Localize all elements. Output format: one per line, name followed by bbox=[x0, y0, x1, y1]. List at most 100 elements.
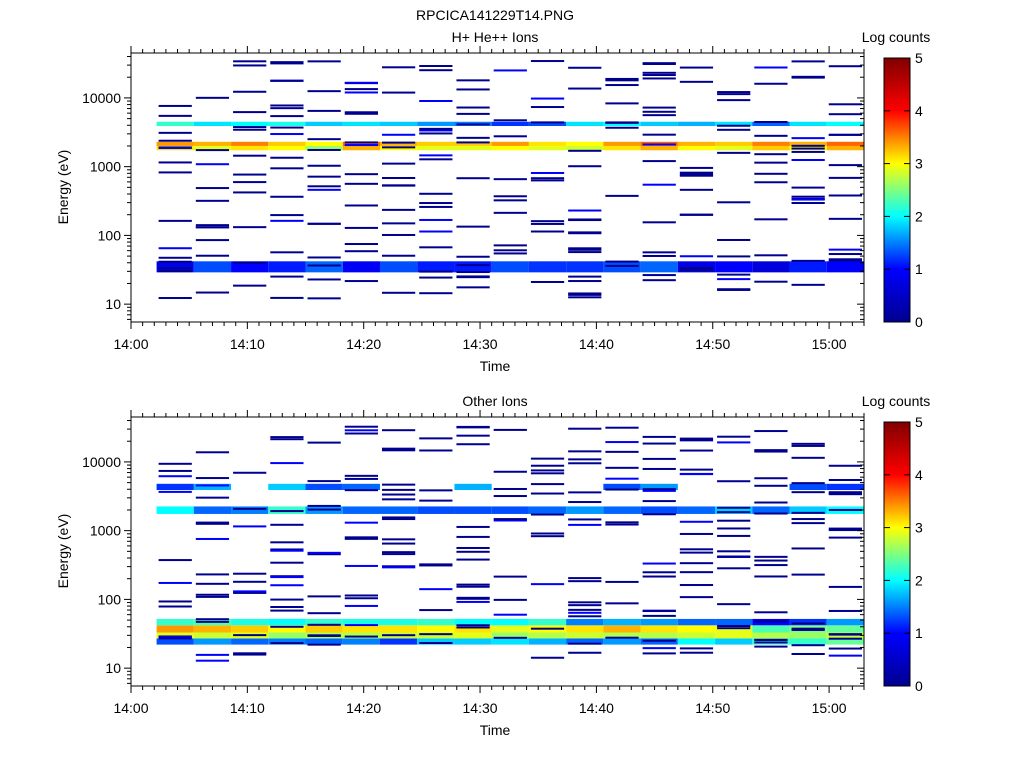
heatmap-cell bbox=[566, 506, 604, 514]
heatmap-speckle bbox=[754, 82, 788, 85]
heatmap-cell bbox=[305, 618, 343, 626]
heatmap-cell bbox=[789, 121, 827, 127]
heatmap-speckle bbox=[828, 609, 862, 612]
heatmap-cell bbox=[528, 506, 567, 514]
heatmap-cell bbox=[156, 506, 194, 514]
heatmap-speckle bbox=[642, 110, 676, 113]
heatmap-speckle bbox=[605, 523, 639, 526]
heatmap-speckle bbox=[754, 564, 788, 567]
heatmap-speckle bbox=[456, 271, 490, 274]
heatmap-speckle bbox=[568, 248, 602, 251]
heatmap-cell bbox=[268, 121, 306, 127]
heatmap-cell bbox=[417, 141, 455, 146]
heatmap-cell bbox=[677, 632, 716, 639]
heatmap-speckle bbox=[568, 87, 602, 90]
heatmap-cell bbox=[677, 506, 716, 514]
colorbar-tick-label: 5 bbox=[915, 414, 923, 430]
heatmap-speckle bbox=[828, 133, 862, 136]
heatmap-speckle bbox=[233, 580, 267, 583]
heatmap-speckle bbox=[568, 149, 602, 152]
heatmap-speckle bbox=[679, 548, 714, 551]
heatmap-speckle bbox=[568, 608, 602, 611]
heatmap-cell bbox=[454, 638, 492, 645]
x-tick-label: 14:40 bbox=[579, 700, 614, 716]
heatmap-speckle bbox=[642, 77, 676, 80]
heatmap-cell bbox=[268, 145, 306, 151]
heatmap-speckle bbox=[828, 176, 862, 179]
heatmap-speckle bbox=[419, 99, 453, 102]
heatmap-speckle bbox=[717, 480, 751, 483]
y-tick-label: 100 bbox=[98, 227, 122, 243]
heatmap-speckle bbox=[679, 269, 714, 272]
heatmap-cell bbox=[640, 121, 678, 127]
heatmap-speckle bbox=[456, 626, 490, 629]
heatmap-speckle bbox=[530, 230, 565, 233]
heatmap-speckle bbox=[717, 93, 751, 96]
heatmap-speckle bbox=[419, 489, 453, 492]
heatmap-cell bbox=[677, 121, 716, 127]
x-tick-label: 14:10 bbox=[230, 336, 265, 352]
heatmap-cell bbox=[491, 632, 529, 639]
colorbar-tick-label: 4 bbox=[915, 103, 923, 119]
heatmap-cell bbox=[640, 145, 678, 151]
heatmap-speckle bbox=[270, 219, 304, 222]
heatmap-cell bbox=[305, 625, 343, 633]
heatmap-speckle bbox=[568, 523, 602, 526]
colorbar-tick-label: 0 bbox=[915, 314, 923, 330]
heatmap-speckle bbox=[270, 510, 304, 513]
heatmap-speckle bbox=[717, 555, 751, 558]
heatmap-speckle bbox=[754, 555, 788, 558]
plot-frame bbox=[130, 52, 865, 323]
heatmap-speckle bbox=[642, 614, 676, 617]
heatmap-speckle bbox=[791, 186, 825, 189]
heatmap-speckle bbox=[568, 280, 602, 283]
heatmap-speckle bbox=[344, 204, 378, 207]
colorbar-ticks: 0 1 2 3 4 5 bbox=[884, 414, 923, 694]
heatmap-speckle bbox=[754, 218, 788, 221]
heatmap-speckle bbox=[233, 261, 267, 264]
heatmap-speckle bbox=[679, 647, 714, 650]
heatmap-cell bbox=[491, 506, 529, 514]
heatmap-speckle bbox=[642, 106, 676, 109]
heatmap-speckle bbox=[754, 512, 788, 515]
heatmap-speckle bbox=[307, 278, 341, 281]
heatmap-speckle bbox=[754, 484, 788, 487]
heatmap-speckle bbox=[530, 513, 565, 516]
panel-h-he-ions: H+ He++ Ions 14:00 14:10 14:20 14:30 14:40 14… bbox=[55, 29, 930, 374]
heatmap-speckle bbox=[568, 251, 602, 254]
heatmap-speckle bbox=[456, 546, 490, 549]
heatmap-cell bbox=[677, 618, 716, 626]
heatmap-speckle bbox=[717, 435, 751, 438]
heatmap-speckle bbox=[381, 518, 416, 521]
heatmap-speckle bbox=[791, 60, 825, 63]
heatmap-speckle bbox=[195, 187, 230, 190]
heatmap-speckle bbox=[530, 656, 565, 659]
heatmap-speckle bbox=[605, 441, 639, 444]
heatmap-cell bbox=[379, 261, 418, 273]
heatmap-speckle bbox=[307, 297, 341, 300]
heatmap-cell bbox=[417, 506, 455, 514]
heatmap-speckle bbox=[419, 642, 453, 645]
heatmap-speckle bbox=[605, 121, 639, 124]
heatmap-cell bbox=[342, 638, 380, 645]
heatmap-speckle bbox=[530, 472, 565, 475]
x-tick-label: 14:10 bbox=[230, 700, 265, 716]
heatmap-speckle bbox=[344, 432, 378, 435]
heatmap-speckle bbox=[419, 437, 453, 440]
heatmap-speckle bbox=[791, 511, 825, 514]
heatmap-speckle bbox=[568, 293, 602, 296]
heatmap-cell bbox=[379, 625, 418, 633]
heatmap-speckle bbox=[530, 627, 565, 630]
heatmap-speckle bbox=[717, 128, 751, 131]
heatmap-speckle bbox=[195, 484, 230, 487]
heatmap-cell bbox=[752, 506, 790, 514]
heatmap-speckle bbox=[791, 628, 825, 631]
heatmap-cell bbox=[231, 506, 269, 514]
heatmap-speckle bbox=[381, 449, 416, 452]
heatmap-cell bbox=[231, 625, 269, 633]
heatmap-speckle bbox=[828, 536, 862, 539]
heatmap-speckle bbox=[717, 255, 751, 258]
heatmap-cell bbox=[528, 618, 567, 626]
heatmap-speckle bbox=[828, 258, 862, 261]
heatmap-speckle bbox=[195, 537, 230, 540]
